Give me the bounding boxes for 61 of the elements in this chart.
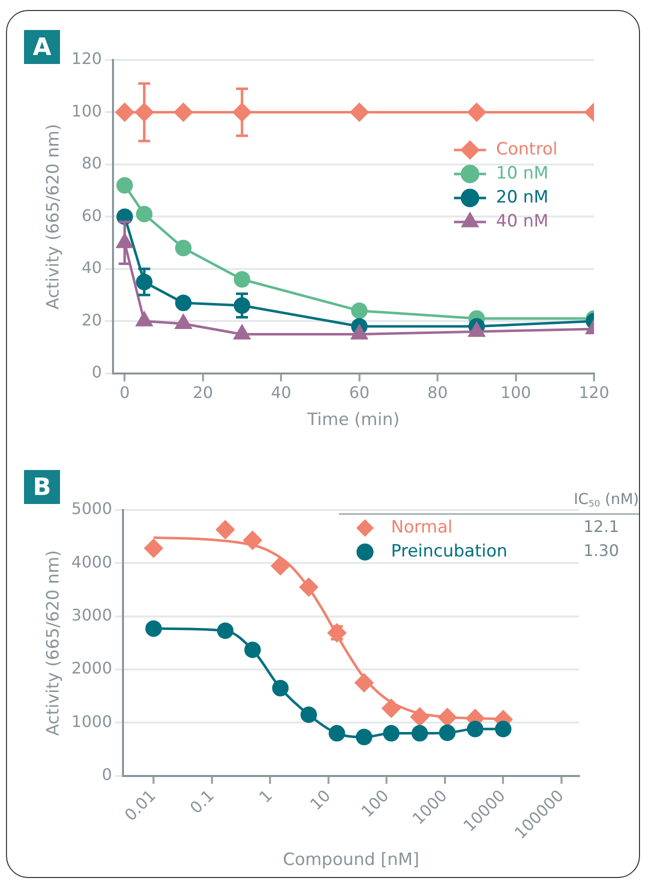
x-tick-label: 1 — [255, 786, 276, 807]
text: 1.30 — [583, 541, 619, 560]
point — [234, 271, 250, 288]
point — [175, 294, 192, 312]
point — [116, 177, 133, 194]
y-tick-label: 80 — [82, 154, 102, 173]
point — [244, 642, 261, 658]
x-tick-label: 0 — [120, 383, 130, 402]
point — [272, 680, 289, 696]
point — [356, 728, 372, 746]
point — [383, 725, 400, 742]
chart-title: B — [24, 470, 60, 504]
point — [216, 520, 235, 539]
y-tick-label: 60 — [82, 206, 102, 225]
point — [439, 724, 456, 742]
legend-label: Normal — [391, 517, 453, 538]
x-tick-label: 100 — [357, 786, 392, 821]
y-tick-label: 3000 — [71, 605, 112, 624]
legend-label: 20 nM — [496, 187, 548, 208]
point — [174, 102, 193, 122]
y-tick-label: 40 — [82, 258, 102, 278]
x-tick-label: 10 — [306, 786, 334, 814]
y-tick-label: 100 — [71, 101, 102, 120]
x-axis-title: Time (min) — [306, 410, 400, 430]
point — [115, 102, 134, 122]
point — [300, 706, 317, 723]
y-axis-title: Activity (665/620 nm) — [44, 124, 64, 310]
legend-label: Control — [496, 139, 558, 160]
point — [350, 102, 369, 122]
y-tick-label: 0 — [92, 362, 102, 382]
x-tick-label: 40 — [270, 383, 292, 402]
point — [466, 720, 484, 738]
x-tick-label: 0.1 — [186, 786, 218, 818]
y-tick-label: 5000 — [71, 499, 112, 518]
legend-label: 40 nM — [496, 211, 548, 232]
y-tick-label: 2000 — [71, 658, 112, 678]
legend-label: Preincubation — [391, 541, 508, 562]
point — [217, 622, 234, 639]
point — [271, 556, 290, 576]
x-tick-label: 60 — [349, 383, 370, 402]
text: 12.1 — [583, 517, 619, 536]
point — [175, 240, 192, 256]
y-tick-label: 120 — [71, 49, 102, 68]
x-tick-label: 80 — [427, 383, 448, 402]
x-tick-label: 20 — [192, 383, 214, 402]
x-axis-title: Compound [nM] — [282, 850, 420, 870]
point — [351, 302, 368, 319]
y-tick-label: 1000 — [71, 712, 112, 731]
point — [136, 206, 152, 222]
chart-title: A — [24, 30, 60, 64]
point — [467, 102, 486, 122]
y-axis-title: Activity (665/620 nm) — [44, 550, 64, 736]
y-tick-label: 4000 — [71, 552, 112, 572]
legend-label: 10 nM — [496, 163, 548, 184]
point — [328, 725, 346, 742]
point — [494, 720, 512, 738]
x-tick-label: 120 — [578, 383, 610, 402]
y-tick-label: 0 — [102, 764, 112, 784]
x-tick-label: 100 — [500, 383, 532, 402]
point — [412, 725, 428, 742]
y-tick-label: 20 — [82, 310, 102, 330]
